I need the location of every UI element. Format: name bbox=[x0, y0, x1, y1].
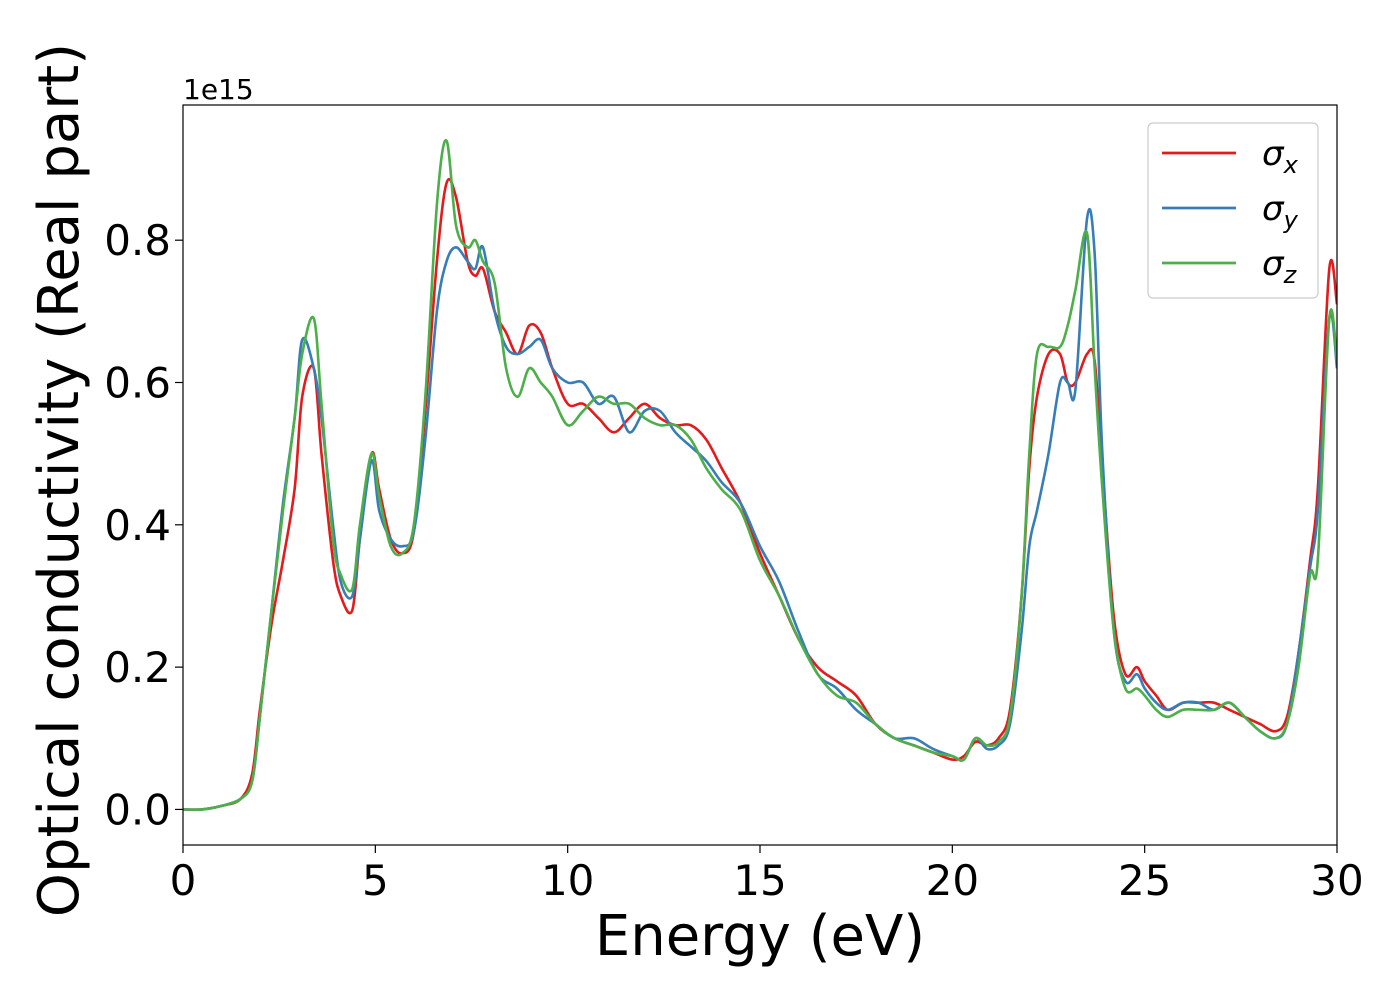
x-tick-label: 20 bbox=[926, 856, 979, 905]
x-tick-label: 25 bbox=[1118, 856, 1171, 905]
y-axis-title: Optical conductivity (Real part) bbox=[27, 43, 92, 917]
series-line-y bbox=[183, 207, 1337, 811]
y-tick-label: 0.8 bbox=[104, 216, 171, 265]
x-tick-label: 15 bbox=[733, 856, 786, 905]
legend-label-x: σx bbox=[1262, 134, 1299, 179]
legend: σx σy σz bbox=[1147, 122, 1319, 299]
y-offset-label: 1e15 bbox=[183, 73, 254, 106]
y-tick-label: 0.4 bbox=[104, 501, 171, 550]
series-layer bbox=[183, 139, 1337, 811]
x-axis-title: Energy (eV) bbox=[595, 904, 925, 969]
x-tick-label: 0 bbox=[170, 856, 197, 905]
series-line-z bbox=[183, 139, 1337, 811]
y-tick-label: 0.0 bbox=[104, 785, 171, 834]
x-tick-label: 10 bbox=[541, 856, 594, 905]
ticks-layer: 0 5 10 15 20 25 30 0.0 0.2 0.4 0.6 0.8 bbox=[104, 216, 1364, 905]
x-tick-label: 5 bbox=[362, 856, 389, 905]
y-tick-label: 0.6 bbox=[104, 359, 171, 408]
legend-box bbox=[1147, 122, 1319, 299]
legend-label-z: σz bbox=[1262, 244, 1298, 289]
x-tick-label: 30 bbox=[1310, 856, 1363, 905]
y-tick-label: 0.2 bbox=[104, 643, 171, 692]
legend-label-y: σy bbox=[1262, 189, 1299, 234]
